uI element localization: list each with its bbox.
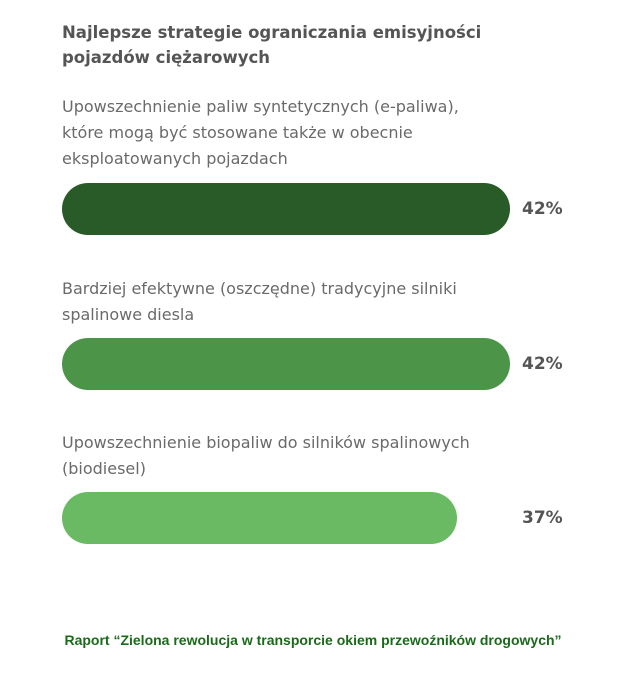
chart-title: Najlepsze strategie ograniczania emisyjn… <box>62 23 482 67</box>
bar-row-3: Upowszechnienie biopaliw do silników spa… <box>62 430 582 544</box>
bar <box>62 338 510 390</box>
bar <box>62 492 457 544</box>
bar-row-1: Upowszechnienie paliw syntetycznych (e-p… <box>62 94 582 235</box>
bar-track: 37% <box>62 492 563 544</box>
bar <box>62 183 510 235</box>
bar-track: 42% <box>62 183 563 235</box>
category-label: Upowszechnienie biopaliw do silników spa… <box>62 433 470 478</box>
category-label: Upowszechnienie paliw syntetycznych (e-p… <box>62 97 459 168</box>
bar-track: 42% <box>62 338 563 390</box>
value-label: 37% <box>522 508 563 528</box>
value-label: 42% <box>522 354 563 374</box>
category-label: Bardziej efektywne (oszczędne) tradycyjn… <box>62 279 457 324</box>
value-label: 42% <box>522 199 563 219</box>
bar-row-2: Bardziej efektywne (oszczędne) tradycyjn… <box>62 276 582 390</box>
source-note: Raport “Zielona rewolucja w transporcie … <box>64 632 562 648</box>
